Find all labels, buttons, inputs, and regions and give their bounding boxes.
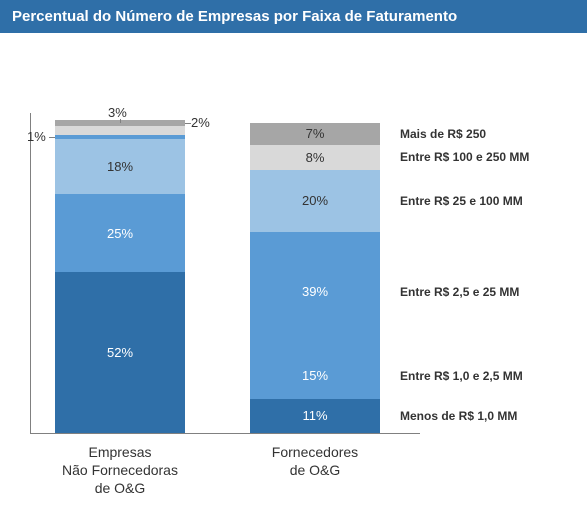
bar-segment: [55, 135, 185, 138]
segment-value: 20%: [302, 193, 328, 208]
segment-value-float: 3%: [108, 105, 127, 120]
bar-segment: 18%: [55, 139, 185, 195]
bar-segment: 25%: [55, 194, 185, 272]
leader-line: [49, 137, 55, 138]
stacked-bar: 52% 25% 18%: [55, 123, 185, 433]
legend-label: Menos de R$ 1,0 MM: [400, 409, 517, 423]
segment-value: 15%: [302, 368, 328, 383]
segment-value-float: 2%: [191, 115, 210, 130]
segment-value: 52%: [107, 345, 133, 360]
bar-segment: 7%: [250, 123, 380, 145]
segment-value: 8%: [306, 150, 325, 165]
chart-plot: 52% 25% 18% 1% 3% 2% EmpresasNão Fornecedorasd…: [0, 33, 587, 513]
legend-label: Mais de R$ 250: [400, 127, 486, 141]
category-label: EmpresasNão Fornecedorasde O&G: [40, 443, 200, 498]
bar-segment: 15%: [250, 352, 380, 399]
legend-label: Entre R$ 1,0 e 2,5 MM: [400, 369, 523, 383]
segment-value: 25%: [107, 226, 133, 241]
bar-segment: 20%: [250, 170, 380, 232]
bar-segment: [55, 126, 185, 135]
chart-title: Percentual do Número de Empresas por Fai…: [0, 0, 587, 33]
segment-value: 39%: [302, 284, 328, 299]
bar-segment: 52%: [55, 272, 185, 433]
stacked-bar: 11% 15% 39% 20% 8% 7%: [250, 123, 380, 433]
y-axis: [30, 113, 31, 433]
category-label: Fornecedoresde O&G: [235, 443, 395, 479]
legend-label: Entre R$ 100 e 250 MM: [400, 150, 529, 164]
bar-segment: 11%: [250, 399, 380, 433]
leader-line: [120, 119, 121, 123]
x-axis: [30, 433, 420, 434]
segment-value: 7%: [306, 126, 325, 141]
bar-segment: 39%: [250, 232, 380, 353]
segment-value: 18%: [107, 159, 133, 174]
bar-segment: 8%: [250, 145, 380, 170]
legend-label: Entre R$ 25 e 100 MM: [400, 194, 523, 208]
segment-value: 11%: [302, 408, 327, 423]
segment-value-float: 1%: [27, 129, 46, 144]
legend-label: Entre R$ 2,5 e 25 MM: [400, 285, 519, 299]
leader-line: [185, 123, 191, 124]
